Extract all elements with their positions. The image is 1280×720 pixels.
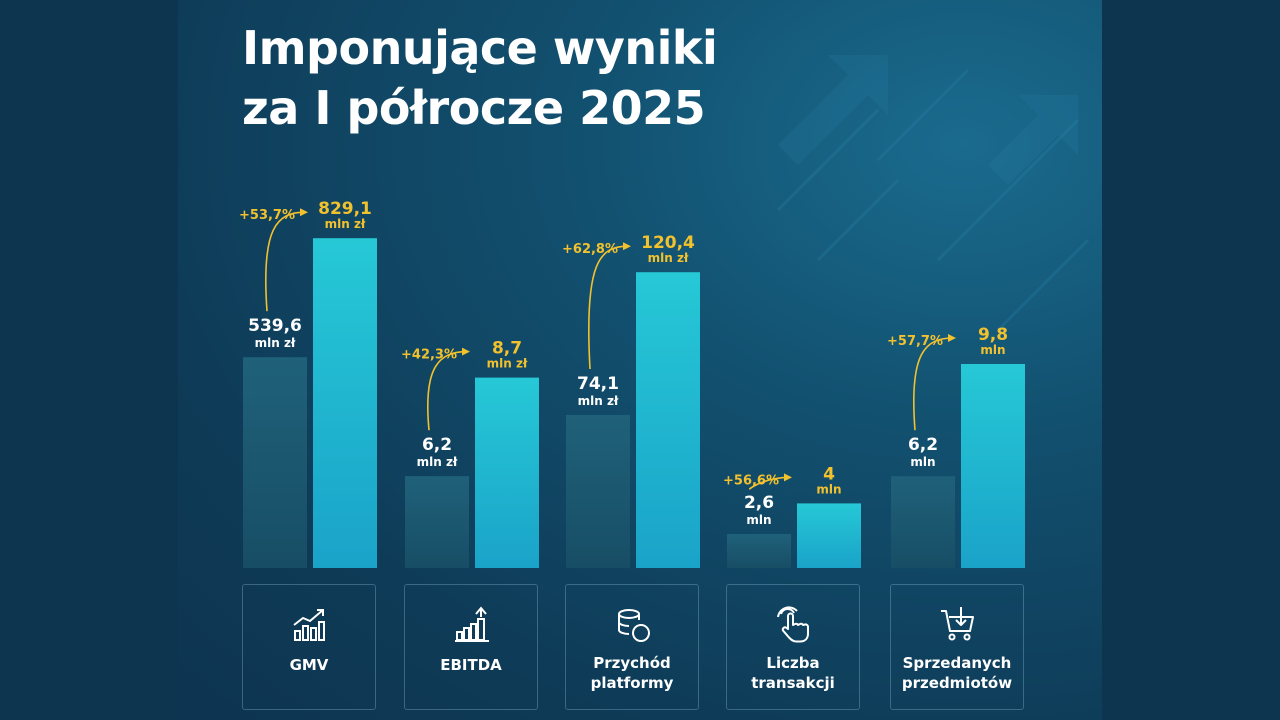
bar-curr bbox=[636, 272, 700, 568]
unit-label-prev: mln bbox=[910, 455, 935, 469]
background-arrows-decoration bbox=[776, 55, 1090, 332]
unit-label-curr: mln zł bbox=[648, 251, 689, 265]
growth-arrow bbox=[912, 334, 956, 431]
metric-label: Przychód platformy bbox=[590, 654, 674, 692]
growth-arrow bbox=[587, 242, 631, 370]
unit-label-prev: mln zł bbox=[255, 336, 296, 350]
growth-chart-icon bbox=[293, 609, 325, 641]
value-label-curr: 9,8 bbox=[978, 325, 1008, 345]
value-label-curr: 829,1 bbox=[318, 199, 372, 219]
unit-label-curr: mln bbox=[816, 482, 841, 496]
side-background-left bbox=[0, 0, 178, 720]
side-background-right bbox=[1102, 0, 1280, 720]
metric-label: Sprzedanych przedmiotów bbox=[901, 654, 1013, 692]
title-line-2: za I półrocze 2025 bbox=[242, 81, 706, 135]
change-label: +56,6% bbox=[723, 473, 779, 488]
coins-icon bbox=[618, 609, 650, 642]
unit-label-prev: mln bbox=[746, 513, 771, 527]
bar-prev bbox=[243, 357, 307, 568]
change-label: +42,3% bbox=[401, 348, 457, 363]
value-label-prev: 2,6 bbox=[744, 493, 774, 513]
unit-label-curr: mln bbox=[980, 343, 1005, 357]
infographic-panel: Imponujące wyniki za I półrocze 2025 539… bbox=[178, 0, 1102, 720]
bar-prev bbox=[891, 476, 955, 568]
unit-label-prev: mln zł bbox=[417, 455, 458, 469]
metric-card-ebitda: EBITDA bbox=[404, 584, 538, 710]
growth-arrow bbox=[748, 473, 792, 490]
bar-curr bbox=[797, 503, 861, 568]
metric-card-revenue: Przychód platformy bbox=[565, 584, 699, 710]
bar-prev bbox=[566, 415, 630, 568]
growth-arrow bbox=[427, 347, 470, 431]
unit-label-curr: mln zł bbox=[487, 357, 528, 371]
value-label-prev: 6,2 bbox=[908, 435, 938, 455]
bar-prev bbox=[405, 476, 469, 568]
bar-prev bbox=[727, 534, 791, 568]
hand-tap-icon bbox=[777, 606, 809, 643]
value-label-prev: 74,1 bbox=[577, 374, 619, 394]
change-label: +62,8% bbox=[562, 242, 618, 257]
value-label-curr: 120,4 bbox=[641, 233, 695, 253]
shopping-cart-icon bbox=[941, 607, 974, 641]
bar-curr bbox=[313, 238, 377, 568]
title-line-1: Imponujące wyniki bbox=[242, 21, 718, 75]
value-label-curr: 4 bbox=[823, 464, 835, 484]
metric-label: GMV bbox=[289, 656, 329, 674]
unit-label-prev: mln zł bbox=[578, 394, 619, 408]
value-label-prev: 539,6 bbox=[248, 316, 302, 336]
metric-label: EBITDA bbox=[440, 656, 502, 674]
value-label-curr: 8,7 bbox=[492, 339, 522, 359]
change-label: +57,7% bbox=[887, 334, 943, 349]
metric-card-transactions: Liczba transakcji bbox=[726, 584, 860, 710]
change-label: +53,7% bbox=[239, 208, 295, 223]
unit-label-curr: mln zł bbox=[325, 217, 366, 231]
metric-label: Liczba transakcji bbox=[751, 654, 835, 692]
bar-chart-up-icon bbox=[455, 606, 489, 642]
bar-curr bbox=[475, 377, 539, 568]
metric-card-gmv: GMV bbox=[242, 584, 376, 710]
page-title: Imponujące wyniki za I półrocze 2025 bbox=[242, 18, 718, 138]
growth-arrow bbox=[264, 208, 308, 312]
value-label-prev: 6,2 bbox=[422, 435, 452, 455]
metric-card-items-sold: Sprzedanych przedmiotów bbox=[890, 584, 1024, 710]
bar-curr bbox=[961, 364, 1025, 568]
